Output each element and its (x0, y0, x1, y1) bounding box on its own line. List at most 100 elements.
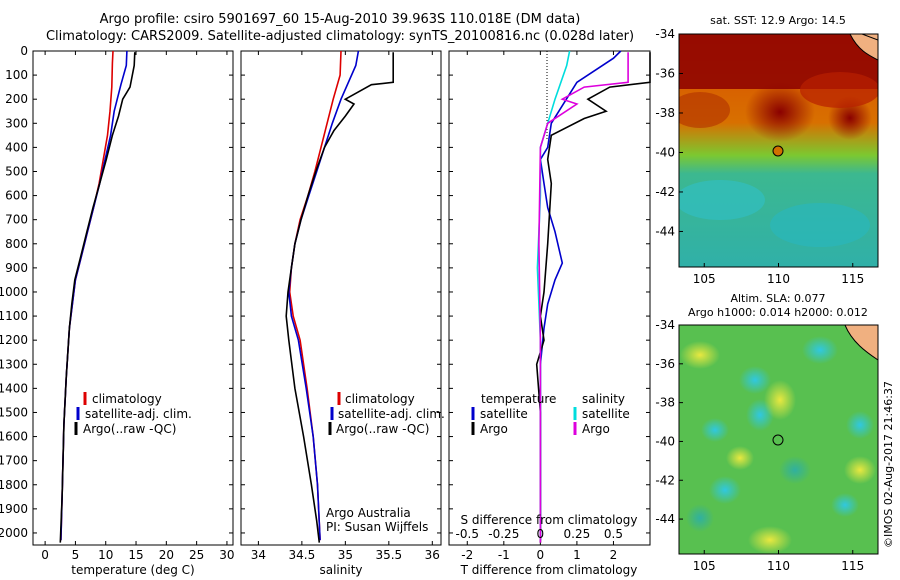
map-lon-label: 110 (767, 559, 790, 573)
x-tick-label: 35.5 (375, 548, 402, 562)
x-tick-label: 2 (610, 548, 618, 562)
legend-argo: Argo(..raw -QC) (336, 422, 429, 436)
map-lat-label: -40 (655, 434, 675, 448)
argo-location-marker-sst (772, 145, 784, 157)
depth-tick-label: 1300 (0, 357, 28, 371)
map-lat-label: -38 (655, 396, 675, 410)
argo-location-marker-sla (772, 434, 784, 446)
legend-group-salinity: salinity (582, 392, 625, 406)
x-tick-label: 34 (251, 548, 266, 562)
legend-sal-argo: Argo (582, 422, 610, 436)
depth-tick-label: 1800 (0, 478, 28, 492)
sla-map-title-2: Argo h1000: 0.014 h2000: 0.012 (688, 306, 868, 319)
map-lat-label: -44 (655, 224, 675, 238)
x-tick-label: 15 (128, 548, 143, 562)
x-tick-label: 36 (425, 548, 440, 562)
legend-sal-satellite: satellite (582, 407, 630, 421)
depth-tick-label: 300 (5, 116, 28, 130)
legend-temp-argo: Argo (480, 422, 508, 436)
legend-climatology: climatology (92, 392, 162, 406)
map-lon-label: 105 (693, 559, 716, 573)
x-tick-label: 1 (573, 548, 581, 562)
s-diff-tick-label: -0.25 (488, 527, 519, 541)
series-line-diff-salinity-argo (538, 52, 629, 543)
argo-australia-label: Argo Australia (326, 506, 411, 520)
legend-satellite-adj: satellite-adj. clim. (85, 407, 192, 421)
depth-tick-label: 1500 (0, 405, 28, 419)
temperature-panel (32, 50, 234, 546)
temperature-x-label: temperature (deg C) (71, 563, 194, 577)
map-lon-label: 115 (841, 272, 864, 286)
depth-tick-label: 200 (5, 92, 28, 106)
salinity-panel (240, 50, 442, 546)
series-line-diff-temperature-argo (535, 52, 651, 543)
depth-tick-label: 1700 (0, 454, 28, 468)
x-tick-label: -2 (461, 548, 473, 562)
depth-tick-label: 1600 (0, 430, 28, 444)
x-tick-label: 35 (338, 548, 353, 562)
depth-tick-label: 1100 (0, 309, 28, 323)
x-tick-label: 25 (189, 548, 204, 562)
title-line-2: Climatology: CARS2009. Satellite-adjuste… (45, 29, 635, 44)
pi-label: PI: Susan Wijffels (326, 520, 428, 534)
map-lon-label: 110 (767, 272, 790, 286)
sla-map-title-1: Altim. SLA: 0.077 (730, 292, 825, 305)
depth-tick-label: 900 (5, 261, 28, 275)
depth-tick-label: 500 (5, 164, 28, 178)
map-axis-labels: 105 110 115 -34 -36 -38 -40 -42 -44 105 110 115 -34 -… (655, 27, 864, 573)
map-lat-label: -34 (655, 318, 675, 332)
map-lat-label: -36 (655, 357, 675, 371)
t-difference-x-label: T difference from climatology (460, 563, 638, 577)
x-tick-label: 5 (72, 548, 80, 562)
x-tick-label: 20 (159, 548, 174, 562)
x-tick-labels: 0 5 10 15 20 25 30 34 34.5 35 35.5 36 -2 -1 0 1 2 -0.5 -0.… (41, 527, 623, 562)
legend-group-temperature: temperature (481, 392, 556, 406)
map-lat-label: -38 (655, 106, 675, 120)
depth-tick-label: 700 (5, 213, 28, 227)
s-diff-tick-label: -0.5 (456, 527, 479, 541)
profile-series (59, 50, 651, 543)
x-tick-label: 0 (537, 548, 545, 562)
s-diff-tick-label: 0.5 (604, 527, 623, 541)
title-line-1: Argo profile: csiro 5901697_60 15-Aug-20… (99, 12, 581, 27)
imos-watermark: ©IMOS 02-Aug-2017 21:46:37 (882, 381, 895, 548)
depth-tick-label: 1200 (0, 333, 28, 347)
map-lon-label: 105 (693, 272, 716, 286)
depth-tick-label: 1900 (0, 502, 28, 516)
depth-tick-label: 400 (5, 140, 28, 154)
s-diff-tick-label: 0.25 (564, 527, 591, 541)
difference-legend: temperature satellite Argo salinity sate… (471, 392, 630, 436)
series-line-argo-raw-qc- (285, 52, 395, 543)
map-lat-label: -36 (655, 66, 675, 80)
x-tick-label: 34.5 (289, 548, 316, 562)
legend-temp-satellite: satellite (480, 407, 528, 421)
salinity-legend: climatology satellite-adj. clim. Argo(..… (328, 392, 445, 436)
depth-tick-label: 1400 (0, 381, 28, 395)
map-lat-label: -40 (655, 145, 675, 159)
s-diff-tick-label: 0 (537, 527, 545, 541)
depth-tick-label: 600 (5, 189, 28, 203)
depth-tick-label: 0 (20, 44, 28, 58)
map-lat-label: -34 (655, 27, 675, 41)
depth-tick-label: 2000 (0, 526, 28, 540)
temperature-legend: climatology satellite-adj. clim. Argo(..… (74, 392, 192, 436)
axis-ticks (33, 50, 650, 545)
s-difference-x-label: S difference from climatology (461, 513, 638, 527)
legend-satellite-adj: satellite-adj. clim. (338, 407, 445, 421)
x-tick-label: 0 (41, 548, 49, 562)
depth-axis: 0 100 200 300 400 500 600 700 800 900 1000 1100 1200… (0, 44, 28, 540)
map-lat-label: -42 (655, 185, 675, 199)
depth-tick-label: 100 (5, 68, 28, 82)
map-lon-label: 115 (841, 559, 864, 573)
legend-argo: Argo(..raw -QC) (83, 422, 176, 436)
legend-climatology: climatology (345, 392, 415, 406)
x-tick-label: -1 (498, 548, 510, 562)
depth-tick-label: 1000 (0, 285, 28, 299)
map-lat-label: -42 (655, 473, 675, 487)
series-line-argo-raw-qc- (59, 52, 136, 543)
sst-map (679, 34, 878, 267)
salinity-x-label: salinity (319, 563, 362, 577)
depth-tick-label: 800 (5, 237, 28, 251)
x-tick-label: 30 (219, 548, 234, 562)
